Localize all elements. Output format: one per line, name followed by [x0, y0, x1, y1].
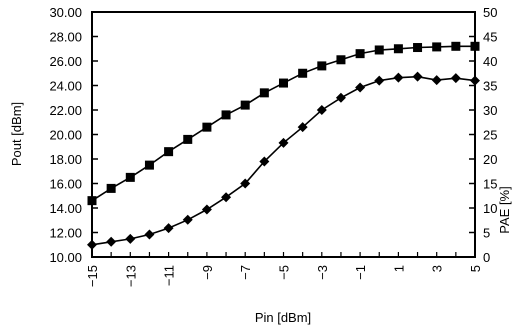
- pout-line: [91, 45, 475, 202]
- pout-point: [317, 61, 327, 71]
- pout-point: [298, 68, 308, 78]
- y-tick-label-left: 30.00: [49, 5, 82, 20]
- pout-point: [164, 147, 174, 157]
- y-tick-label-right: 15: [483, 177, 497, 192]
- pae-point: [106, 236, 117, 247]
- pout-point: [125, 172, 135, 182]
- pae-point: [278, 137, 289, 148]
- pae-point: [393, 72, 404, 83]
- pae-point: [355, 82, 366, 93]
- pout-point: [202, 122, 212, 132]
- pae-point: [182, 214, 193, 225]
- pae-point: [374, 75, 385, 86]
- pout-point: [240, 100, 250, 110]
- pae-point: [335, 92, 346, 103]
- x-tick-label: −1: [353, 265, 368, 280]
- y-tick-label-right: 25: [483, 128, 497, 143]
- pae-point: [259, 156, 270, 167]
- pae-point: [144, 229, 155, 240]
- pout-point: [336, 55, 346, 65]
- pae-point: [450, 73, 461, 84]
- x-tick-label: −11: [162, 265, 177, 286]
- y-tick-label-right: 0: [483, 250, 490, 265]
- x-tick-label: −7: [238, 265, 253, 280]
- y-tick-label-left: 22.00: [49, 103, 82, 118]
- pout-point: [451, 41, 461, 51]
- plot-frame: [91, 11, 476, 258]
- pae-point: [412, 71, 423, 82]
- pout-point: [221, 110, 231, 120]
- x-tick-label: 1: [391, 265, 406, 272]
- y-tick-label-right: 30: [483, 103, 497, 118]
- y-tick-label-left: 20.00: [49, 128, 82, 143]
- pout-point: [279, 78, 288, 88]
- pout-point: [106, 183, 116, 193]
- x-tick-label: 3: [430, 265, 445, 272]
- pout-point: [413, 43, 423, 53]
- y-tick-label-right: 45: [483, 30, 497, 45]
- pout-point: [355, 49, 365, 59]
- y-tick-label-right: 20: [483, 152, 497, 167]
- x-axis-title: Pin [dBm]: [255, 310, 311, 325]
- y-tick-label-right: 35: [483, 79, 497, 94]
- pae-point: [163, 223, 174, 234]
- x-tick-label: −5: [277, 265, 292, 280]
- y-axis-title-right: PAE [%]: [497, 186, 512, 233]
- y-tick-label-right: 10: [483, 201, 497, 216]
- y-tick-label-left: 16.00: [49, 177, 82, 192]
- pout-point: [183, 134, 193, 144]
- y-tick-label-left: 28.00: [49, 30, 82, 45]
- pae-point: [297, 122, 308, 133]
- y-tick-label-right: 50: [483, 5, 497, 20]
- x-tick-label: −13: [123, 265, 138, 287]
- y-tick-label-left: 26.00: [49, 54, 82, 69]
- y-tick-label-left: 24.00: [49, 79, 82, 94]
- y-tick-label-left: 14.00: [49, 201, 82, 216]
- pae-point: [201, 204, 212, 215]
- y-tick-label-left: 12.00: [49, 226, 82, 241]
- pout-point: [393, 44, 403, 54]
- y-axis-title-left: Pout [dBm]: [9, 102, 24, 166]
- pae-point: [316, 105, 327, 115]
- pae-point: [221, 192, 232, 203]
- pout-point: [432, 42, 442, 52]
- pout-point: [374, 45, 384, 55]
- pout-point: [259, 88, 269, 98]
- pae-point: [431, 75, 442, 86]
- pae-point: [240, 178, 251, 189]
- x-tick-label: 5: [468, 265, 483, 272]
- y-tick-label-left: 18.00: [49, 152, 82, 167]
- x-tick-label: −15: [85, 265, 100, 287]
- y-tick-label-right: 40: [483, 54, 497, 69]
- x-tick-label: −9: [200, 265, 215, 280]
- pout-point: [144, 160, 154, 170]
- y-tick-label-right: 5: [483, 226, 490, 241]
- y-tick-label-left: 10.00: [49, 250, 82, 265]
- pae-point: [125, 233, 136, 244]
- x-tick-label: −3: [315, 265, 330, 280]
